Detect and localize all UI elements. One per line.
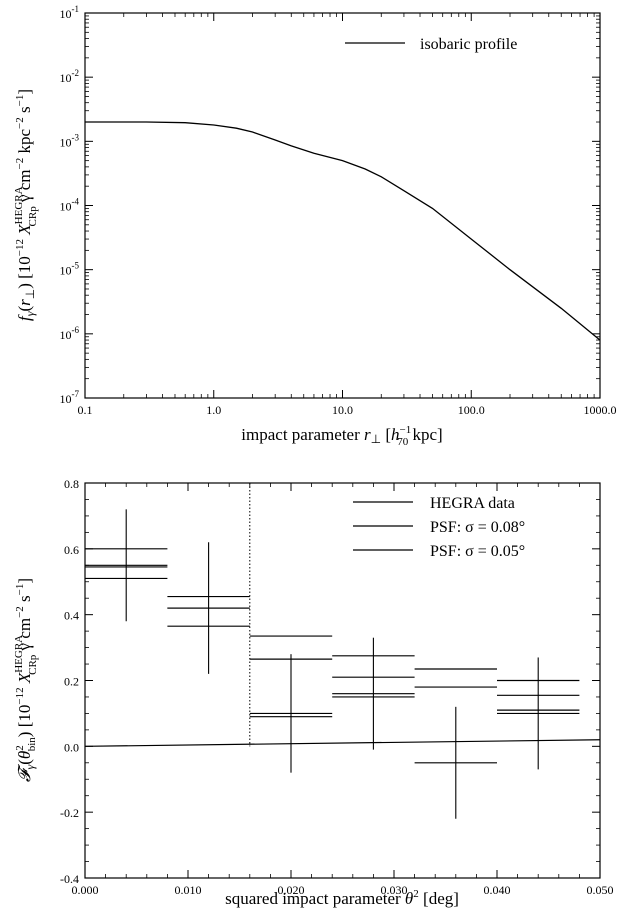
bottom-legend: HEGRA data PSF: σ = 0.08° PSF: σ = 0.05°	[353, 495, 525, 560]
bottom-x-tick-label: 0.050	[587, 883, 614, 897]
bottom-x-axis-title: squared impact parameter θ2 [deg]	[225, 888, 459, 908]
bottom-y-axis-title: 𝓕γ(θ2bin) [10−12 XHEGRA CRp γ cm−2 s−1]	[13, 578, 39, 782]
bottom-x-tick-label: 0.040	[484, 883, 511, 897]
top-y-tick-label: 10-4	[60, 197, 80, 214]
bottom-y-ticks: -0.4 -0.2 0.0 0.2 0.4 0.6 0.8	[60, 477, 600, 886]
hegra-data-points	[85, 509, 580, 819]
bottom-y-tick-label: 0.8	[64, 477, 79, 491]
bottom-y-tick-label: 0.0	[64, 740, 79, 754]
top-y-ticks: 10-7 10-6 10-5 10-4 10-3 10-2 10-1	[60, 4, 600, 406]
top-legend: isobaric profile	[345, 36, 517, 53]
bottom-y-tick-label: 0.4	[64, 609, 79, 623]
top-y-tick-label: 10-5	[60, 261, 80, 278]
bottom-y-tick-label: -0.2	[60, 806, 79, 820]
bottom-y-tick-label: 0.6	[64, 543, 79, 557]
top-y-tick-label: 10-1	[60, 4, 80, 21]
top-x-tick-label: 0.1	[78, 403, 93, 417]
top-x-axis-title: impact parameter r⊥ [h−1 70 kpc]	[241, 424, 442, 448]
top-plot-frame	[84, 12, 601, 399]
bottom-y-tick-label: -0.4	[60, 872, 79, 886]
bottom-x-tick-label: 0.010	[175, 883, 202, 897]
legend-label-psf-005: PSF: σ = 0.05°	[430, 543, 525, 560]
bottom-x-tick-label: 0.020	[278, 883, 305, 897]
bottom-panel: 0.000 0.010 0.020 0.030 0.040 0.050 -0.4-0.20…	[13, 477, 614, 908]
isobaric-profile-line	[85, 121, 601, 341]
top-x-tick-label: 1000.0	[584, 403, 617, 417]
top-legend-label: isobaric profile	[420, 36, 517, 53]
baseline-line	[84, 739, 601, 747]
top-x-ticks: 0.1 1.0 10.0 100.0 1000.0	[78, 13, 617, 417]
legend-label-hegra: HEGRA data	[430, 495, 515, 512]
top-y-axis-title: fγ(r⊥) [10−12 XHEGRA CRp γ cm−2 kpc−2 s−1…	[13, 89, 39, 321]
top-x-tick-label: 100.0	[458, 403, 485, 417]
top-x-tick-label: 1.0	[206, 403, 221, 417]
bottom-y-tick-label: 0.2	[64, 675, 79, 689]
top-y-tick-label: 10-2	[60, 68, 80, 85]
bottom-x-tick-label: 0.030	[381, 883, 408, 897]
bottom-x-ticks: 0.000 0.010 0.020 0.030 0.040 0.050	[72, 483, 614, 897]
psf-008-steps	[85, 566, 580, 696]
legend-label-psf-008: PSF: σ = 0.08°	[430, 519, 525, 536]
top-y-tick-label: 10-7	[60, 389, 80, 406]
top-panel: 0.1 1.0 10.0 100.0 1000.0 10-710-610-510-410…	[13, 4, 617, 448]
psf-005-steps	[85, 548, 580, 718]
top-y-tick-label: 10-3	[60, 132, 80, 149]
top-y-tick-label: 10-6	[60, 325, 80, 342]
top-x-tick-label: 10.0	[332, 403, 353, 417]
bottom-x-tick-label: 0.000	[72, 883, 99, 897]
